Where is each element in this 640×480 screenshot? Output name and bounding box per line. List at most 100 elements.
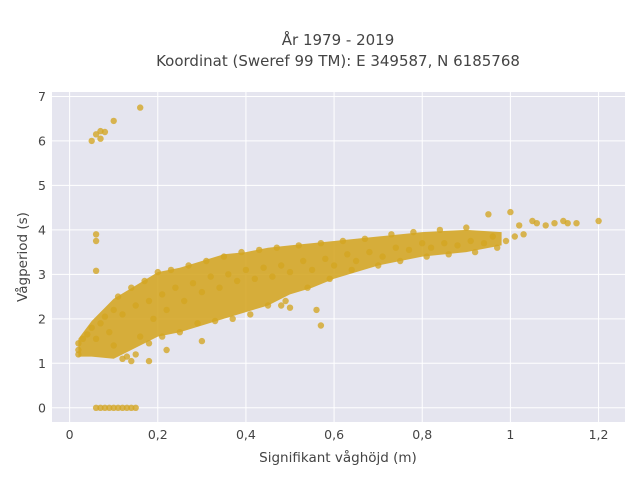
data-point: [110, 117, 117, 125]
data-point: [220, 253, 228, 260]
data-point: [308, 266, 316, 274]
data-point: [123, 404, 131, 411]
data-point: [317, 240, 325, 247]
data-point: [251, 275, 258, 282]
data-point: [110, 342, 117, 349]
data-point: [185, 262, 192, 269]
y-tick-label: 2: [38, 311, 46, 326]
data-point: [207, 273, 214, 280]
data-point: [97, 404, 104, 411]
data-point: [273, 244, 280, 251]
data-point: [436, 226, 444, 234]
data-point: [110, 404, 117, 411]
data-point: [119, 311, 126, 318]
x-tick-label: 0,4: [236, 427, 256, 442]
data-point: [203, 257, 210, 265]
data-point: [445, 251, 452, 258]
data-point: [92, 237, 100, 245]
data-point: [520, 231, 527, 238]
data-point: [198, 288, 206, 296]
data-point: [533, 220, 540, 227]
data-point: [92, 231, 100, 238]
data-point: [317, 322, 325, 329]
data-point: [97, 135, 104, 142]
y-tick-label: 0: [38, 400, 46, 415]
x-axis-title: Signifikant våghöjd (m): [259, 449, 417, 466]
data-point: [106, 329, 113, 336]
data-point: [145, 297, 153, 305]
data-point: [106, 404, 113, 411]
data-point: [154, 268, 161, 276]
data-point: [198, 337, 206, 345]
data-point: [181, 297, 188, 305]
data-point: [392, 244, 399, 251]
data-point: [300, 257, 307, 265]
data-point: [88, 137, 95, 145]
data-point: [423, 253, 430, 260]
data-point: [286, 268, 294, 276]
data-point: [119, 404, 126, 411]
data-point: [326, 275, 333, 282]
data-point: [114, 293, 122, 300]
data-point: [132, 302, 139, 309]
data-point: [101, 313, 109, 320]
data-point: [502, 237, 510, 245]
x-tick-label: 0,8: [412, 427, 432, 442]
data-point: [564, 220, 571, 227]
data-point: [101, 404, 109, 411]
data-point: [405, 246, 413, 254]
data-point: [269, 273, 276, 280]
data-point: [172, 284, 179, 291]
data-point: [92, 131, 100, 138]
y-tick-label: 4: [38, 222, 46, 237]
data-point: [75, 340, 82, 347]
data-point: [278, 262, 285, 269]
data-point: [348, 266, 355, 274]
data-point: [260, 264, 267, 271]
data-point: [286, 304, 294, 311]
data-point: [233, 277, 241, 285]
data-point: [375, 262, 382, 269]
data-point: [75, 351, 82, 358]
y-tick-labels: 0 1 2 3 4 5 6 7: [38, 89, 46, 415]
data-point: [256, 246, 263, 254]
data-point: [427, 244, 435, 251]
data-point: [352, 257, 360, 265]
data-points: [75, 104, 602, 411]
data-point: [216, 284, 223, 291]
data-point: [211, 317, 219, 325]
x-tick-labels: 0 0,2 0,4 0,6 0,8 1 1,2: [66, 427, 609, 442]
data-point: [507, 208, 514, 216]
data-point: [366, 248, 373, 256]
density-band: [78, 229, 502, 359]
data-point: [485, 211, 492, 218]
data-point: [137, 104, 144, 111]
data-point: [295, 242, 302, 249]
data-point: [595, 217, 602, 225]
data-point: [379, 253, 386, 260]
data-point: [163, 346, 170, 354]
y-tick-label: 3: [38, 267, 46, 282]
y-tick-label: 6: [38, 133, 46, 148]
data-point: [511, 233, 518, 240]
data-point: [388, 231, 395, 238]
data-point: [494, 244, 501, 251]
data-point: [92, 267, 100, 274]
data-point: [225, 271, 232, 278]
data-point: [397, 257, 404, 265]
data-point: [322, 255, 329, 262]
data-point: [247, 311, 254, 318]
data-point: [313, 306, 320, 314]
x-tick-label: 1: [506, 427, 514, 442]
data-point: [75, 346, 82, 354]
data-point: [542, 222, 549, 229]
data-point: [238, 248, 245, 256]
data-point: [84, 331, 91, 338]
data-point: [278, 302, 285, 309]
data-point: [79, 335, 87, 342]
data-point: [145, 340, 153, 347]
data-point: [441, 240, 448, 247]
data-point: [242, 266, 250, 274]
y-tick-label: 7: [38, 89, 46, 104]
data-point: [264, 302, 272, 309]
